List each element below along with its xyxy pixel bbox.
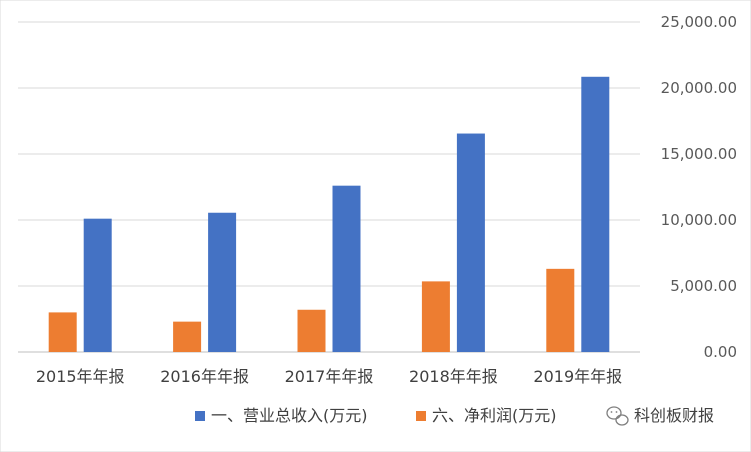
y-tick-label: 25,000.00: [661, 13, 737, 31]
x-category-label: 2018年年报: [409, 367, 498, 386]
legend-label-revenue: 一、营业总收入(万元): [211, 406, 368, 425]
bar-net-profit: [421, 281, 450, 352]
watermark: 科创板财报: [606, 406, 714, 426]
bars: [48, 76, 610, 352]
bar-revenue: [83, 218, 112, 352]
bar-revenue: [332, 185, 361, 352]
bar-net-profit: [48, 312, 77, 352]
x-category-label: 2019年年报: [533, 367, 622, 386]
y-axis-ticks: 0.00 5,000.00 10,000.00 15,000.00 20,000.00 2…: [661, 13, 737, 361]
bar-net-profit: [173, 321, 202, 352]
legend-swatch-net-profit: [416, 411, 426, 421]
y-tick-label: 20,000.00: [661, 79, 737, 97]
bar-revenue: [456, 133, 485, 352]
y-tick-label: 10,000.00: [661, 211, 737, 229]
bar-revenue: [581, 76, 610, 352]
x-category-label: 2016年年报: [160, 367, 249, 386]
wechat-icon: [606, 406, 629, 426]
y-tick-label: 5,000.00: [670, 277, 737, 295]
x-category-label: 2015年年报: [36, 367, 125, 386]
legend-swatch-revenue: [195, 411, 205, 421]
legend: 一、营业总收入(万元) 六、净利润(万元): [195, 406, 557, 425]
gridlines: [18, 21, 640, 353]
x-axis-categories: 2015年年报 2016年年报 2017年年报 2018年年报 2019年年报: [36, 367, 622, 386]
bar-revenue: [208, 212, 237, 352]
bar-net-profit: [546, 268, 575, 352]
x-category-label: 2017年年报: [285, 367, 374, 386]
bar-net-profit: [297, 309, 326, 352]
y-tick-label: 15,000.00: [661, 145, 737, 163]
legend-label-net-profit: 六、净利润(万元): [432, 406, 557, 425]
y-tick-label: 0.00: [704, 343, 737, 361]
watermark-text: 科创板财报: [634, 406, 714, 425]
